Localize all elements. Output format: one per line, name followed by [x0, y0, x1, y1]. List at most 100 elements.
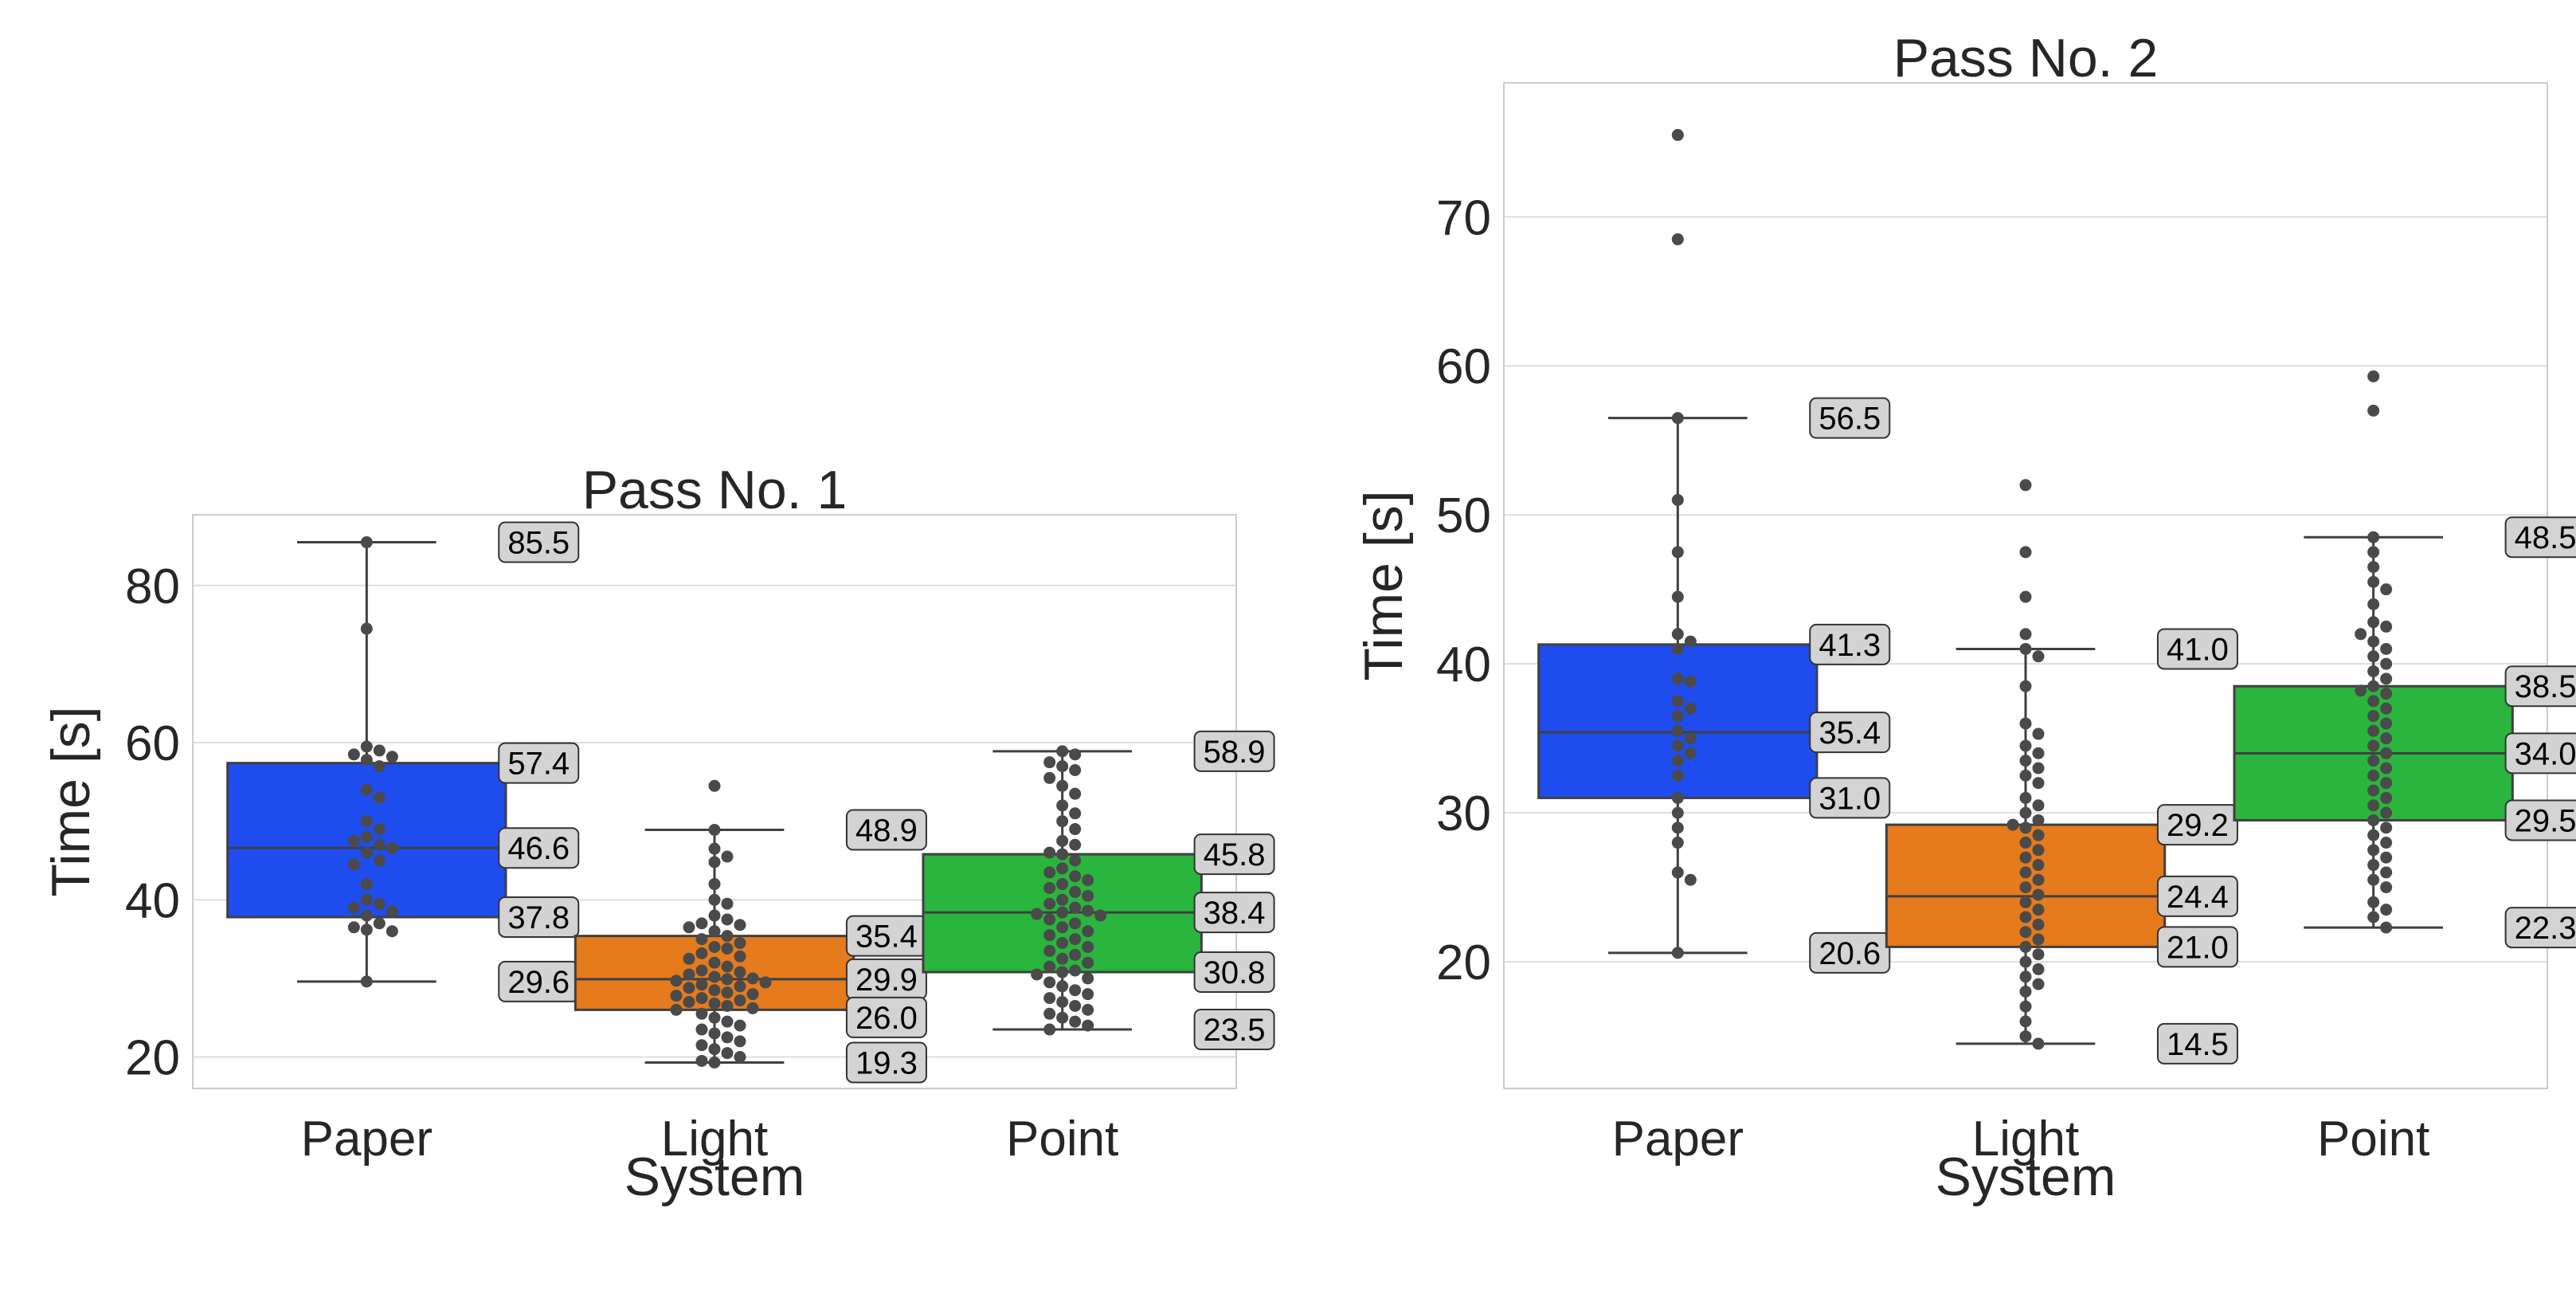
y-tick-label: 50 — [1436, 488, 1491, 543]
swarm-point — [2019, 1000, 2032, 1013]
swarm-point — [734, 994, 746, 1007]
swarm-point — [2006, 818, 2019, 831]
chart-title: Pass No. 2 — [1893, 28, 2159, 88]
swarm-point — [695, 1039, 708, 1052]
swarm-point — [2367, 635, 2380, 648]
swarm-point — [708, 842, 721, 855]
swarm-point — [2019, 837, 2032, 849]
annotation-box — [1193, 730, 1275, 772]
swarm-point — [1056, 862, 1069, 875]
swarm-point — [373, 760, 386, 773]
annotation-box — [1809, 712, 1891, 754]
annotation-label: 37.8 — [507, 900, 570, 935]
y-tick-label: 30 — [1436, 786, 1491, 841]
y-tick-label: 60 — [125, 716, 180, 771]
category-light: Light 48.9 35.4 29.926.0 19.3 — [574, 779, 927, 1167]
swarm-point — [2380, 702, 2393, 715]
swarm-point — [1671, 412, 1684, 425]
swarm-point — [1056, 799, 1069, 812]
swarm-point — [1082, 904, 1094, 917]
swarm-point — [1684, 676, 1697, 688]
swarm-point — [2032, 859, 2045, 872]
swarm-point — [1043, 929, 1056, 942]
swarm-point — [1069, 917, 1082, 930]
swarm-point — [360, 878, 373, 891]
swarm-point — [1094, 909, 1107, 922]
swarm-point — [2367, 695, 2380, 708]
swarm-point — [746, 972, 759, 985]
swarm-point — [721, 850, 734, 863]
swarm-point — [708, 1011, 721, 1024]
swarm-point — [2019, 926, 2032, 939]
swarm-point — [347, 901, 360, 914]
annotation-label: 24.4 — [2167, 880, 2229, 915]
annotation-box — [1193, 892, 1275, 934]
swarm-point — [1069, 854, 1082, 867]
swarm-point — [1069, 948, 1082, 961]
swarm-point — [2032, 888, 2045, 901]
x-tick-label: Point — [2317, 1112, 2429, 1167]
swarm-point — [1056, 848, 1069, 861]
swarm-point — [683, 952, 695, 965]
swarm-point — [2380, 620, 2393, 633]
swarm-point — [708, 940, 721, 953]
swarm-point — [2367, 665, 2380, 678]
swarm-point — [1043, 897, 1056, 910]
annotation-label: 29.2 — [2167, 808, 2229, 843]
swarm-point — [2367, 896, 2380, 908]
swarm-point — [1082, 972, 1094, 985]
swarm-point — [670, 990, 683, 1002]
swarm-point — [2367, 724, 2380, 737]
swarm-point — [1082, 925, 1094, 938]
swarm-point — [2032, 933, 2045, 946]
swarm-point — [708, 909, 721, 922]
swarm-point — [1684, 635, 1697, 648]
swarm-point — [360, 846, 373, 859]
swarm-point — [1082, 874, 1094, 887]
swarm-point — [695, 1054, 708, 1067]
annotation-box — [1809, 777, 1891, 819]
swarm-point — [2019, 546, 2032, 559]
swarm-point — [360, 893, 373, 906]
swarm-point — [2019, 985, 2032, 998]
swarm-point — [2019, 955, 2032, 968]
annotation-box — [498, 742, 580, 784]
x-tick-label: Light — [661, 1112, 768, 1167]
swarm-point — [695, 933, 708, 946]
swarm-point — [2032, 918, 2045, 931]
swarm-point — [1671, 710, 1684, 723]
swarm-point — [2019, 755, 2032, 767]
annotation-label: 48.9 — [855, 814, 918, 849]
swarm-point — [708, 970, 721, 983]
swarm-point — [347, 921, 360, 934]
swarm-point — [2367, 873, 2380, 886]
swarm-point — [373, 917, 386, 930]
y-axis-label: Time [s] — [41, 706, 101, 896]
swarm-point — [708, 824, 721, 837]
swarm-point — [1069, 764, 1082, 777]
annotation-label: 19.3 — [855, 1045, 918, 1080]
annotation-label: 29.5 — [2515, 803, 2576, 838]
annotation-box — [2156, 1022, 2238, 1065]
swarm-point — [1056, 952, 1069, 965]
swarm-point — [2380, 866, 2393, 879]
annotation-label: 45.8 — [1204, 837, 1266, 872]
swarm-point — [2019, 806, 2032, 819]
annotation-box — [2504, 799, 2576, 841]
annotation-label: 56.5 — [1818, 402, 1881, 437]
swarm-point — [1043, 1023, 1056, 1036]
swarm-point — [2019, 769, 2032, 782]
swarm-point — [1671, 590, 1684, 603]
swarm-point — [2367, 769, 2380, 782]
annotation-label: 85.5 — [507, 526, 570, 561]
swarm-point — [1069, 787, 1082, 800]
swarm-point — [1671, 947, 1684, 959]
category-light: Light 41.0 29.2 24.4 21.0 14.5 — [1885, 479, 2238, 1167]
swarm-point — [2019, 851, 2032, 864]
plot-frame — [1503, 82, 2548, 1089]
swarm-point — [1671, 672, 1684, 685]
swarm-point — [1671, 866, 1684, 879]
swarm-point — [1684, 873, 1697, 886]
swarm-point — [734, 937, 746, 950]
swarm-point — [373, 791, 386, 804]
